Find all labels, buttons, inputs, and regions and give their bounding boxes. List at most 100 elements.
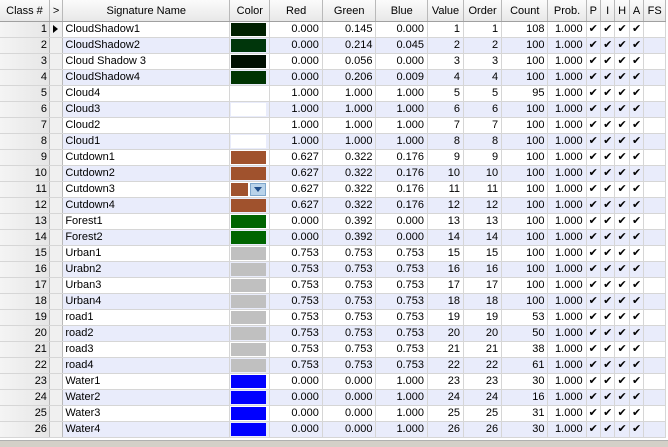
p-checkbox[interactable]: ✔ — [586, 245, 602, 262]
i-checkbox[interactable]: ✔ — [600, 421, 616, 438]
order-field[interactable]: 18 — [463, 293, 503, 310]
color-swatch[interactable] — [231, 119, 267, 132]
p-checkbox[interactable]: ✔ — [586, 405, 602, 422]
p-checkbox[interactable]: ✔ — [586, 341, 602, 358]
order-field[interactable]: 22 — [463, 357, 503, 374]
a-checkbox[interactable]: ✔ — [629, 69, 645, 86]
green-value[interactable]: 0.753 — [322, 357, 377, 374]
prob-field[interactable]: 1.000 — [547, 341, 587, 358]
count-field[interactable]: 100 — [501, 181, 549, 198]
class-number[interactable]: 16 — [0, 261, 50, 278]
prob-field[interactable]: 1.000 — [547, 21, 587, 38]
a-checkbox[interactable]: ✔ — [629, 245, 645, 262]
p-checkbox[interactable]: ✔ — [586, 373, 602, 390]
h-checkbox[interactable]: ✔ — [614, 357, 630, 374]
color-swatch[interactable] — [231, 167, 267, 180]
fs-checkbox[interactable] — [643, 53, 666, 70]
prob-field[interactable]: 1.000 — [547, 309, 587, 326]
i-checkbox[interactable]: ✔ — [600, 21, 616, 38]
signature-name[interactable]: road3 — [62, 341, 231, 358]
blue-value[interactable]: 1.000 — [375, 373, 428, 390]
blue-value[interactable]: 1.000 — [375, 117, 428, 134]
count-field[interactable]: 100 — [501, 165, 549, 182]
h-checkbox[interactable]: ✔ — [614, 309, 630, 326]
i-checkbox[interactable]: ✔ — [600, 341, 616, 358]
i-checkbox[interactable]: ✔ — [600, 165, 616, 182]
value-field[interactable]: 7 — [427, 117, 465, 134]
row-indicator[interactable] — [49, 133, 64, 150]
h-checkbox[interactable]: ✔ — [614, 405, 630, 422]
color-cell[interactable] — [229, 149, 271, 166]
green-value[interactable]: 1.000 — [322, 101, 377, 118]
row-indicator[interactable] — [49, 53, 64, 70]
order-field[interactable]: 26 — [463, 421, 503, 438]
color-cell[interactable] — [229, 325, 271, 342]
i-checkbox[interactable]: ✔ — [600, 405, 616, 422]
i-checkbox[interactable]: ✔ — [600, 133, 616, 150]
h-checkbox[interactable]: ✔ — [614, 101, 630, 118]
color-swatch[interactable] — [231, 151, 267, 164]
class-number[interactable]: 21 — [0, 341, 50, 358]
table-row[interactable]: 25 Water3 0.000 0.000 1.000 25 25 31 1.000 ✔ ✔ ✔ ✔ — [0, 405, 666, 422]
red-value[interactable]: 0.627 — [269, 181, 323, 198]
prob-field[interactable]: 1.000 — [547, 389, 587, 406]
fs-checkbox[interactable] — [643, 101, 666, 118]
red-value[interactable]: 0.753 — [269, 261, 323, 278]
order-field[interactable]: 21 — [463, 341, 503, 358]
col-header-red[interactable]: Red — [269, 0, 323, 22]
p-checkbox[interactable]: ✔ — [586, 357, 602, 374]
color-cell[interactable] — [229, 21, 271, 38]
count-field[interactable]: 100 — [501, 197, 549, 214]
color-swatch[interactable] — [231, 311, 267, 324]
count-field[interactable]: 100 — [501, 293, 549, 310]
order-field[interactable]: 17 — [463, 277, 503, 294]
signature-name[interactable]: Urban1 — [62, 245, 231, 262]
value-field[interactable]: 9 — [427, 149, 465, 166]
order-field[interactable]: 23 — [463, 373, 503, 390]
fs-checkbox[interactable] — [643, 37, 666, 54]
color-cell[interactable] — [229, 229, 271, 246]
fs-checkbox[interactable] — [643, 325, 666, 342]
table-row[interactable]: 10 Cutdown2 0.627 0.322 0.176 10 10 100 1.000 ✔ ✔ ✔… — [0, 165, 666, 182]
class-number[interactable]: 5 — [0, 85, 50, 102]
i-checkbox[interactable]: ✔ — [600, 229, 616, 246]
order-field[interactable]: 20 — [463, 325, 503, 342]
blue-value[interactable]: 0.176 — [375, 197, 428, 214]
i-checkbox[interactable]: ✔ — [600, 37, 616, 54]
fs-checkbox[interactable] — [643, 133, 666, 150]
green-value[interactable]: 0.056 — [322, 53, 377, 70]
signature-name[interactable]: Forest1 — [62, 213, 231, 230]
p-checkbox[interactable]: ✔ — [586, 261, 602, 278]
prob-field[interactable]: 1.000 — [547, 181, 587, 198]
color-cell[interactable] — [229, 373, 271, 390]
prob-field[interactable]: 1.000 — [547, 213, 587, 230]
order-field[interactable]: 25 — [463, 405, 503, 422]
p-checkbox[interactable]: ✔ — [586, 309, 602, 326]
value-field[interactable]: 3 — [427, 53, 465, 70]
col-header-signature-name[interactable]: Signature Name — [62, 0, 231, 22]
col-header-a[interactable]: A — [629, 0, 645, 22]
row-indicator[interactable] — [49, 21, 64, 38]
table-row[interactable]: 6 Cloud3 1.000 1.000 1.000 6 6 100 1.000 ✔ ✔ ✔ ✔ — [0, 101, 666, 118]
color-cell[interactable] — [229, 261, 271, 278]
order-field[interactable]: 19 — [463, 309, 503, 326]
red-value[interactable]: 1.000 — [269, 133, 323, 150]
p-checkbox[interactable]: ✔ — [586, 293, 602, 310]
color-swatch[interactable] — [231, 343, 267, 356]
prob-field[interactable]: 1.000 — [547, 229, 587, 246]
class-number[interactable]: 1 — [0, 21, 50, 38]
row-indicator[interactable] — [49, 117, 64, 134]
row-indicator[interactable] — [49, 85, 64, 102]
prob-field[interactable]: 1.000 — [547, 245, 587, 262]
h-checkbox[interactable]: ✔ — [614, 85, 630, 102]
green-value[interactable]: 0.206 — [322, 69, 377, 86]
order-field[interactable]: 6 — [463, 101, 503, 118]
h-checkbox[interactable]: ✔ — [614, 133, 630, 150]
signature-name[interactable]: Cloud4 — [62, 85, 231, 102]
prob-field[interactable]: 1.000 — [547, 53, 587, 70]
color-swatch[interactable] — [231, 199, 267, 212]
green-value[interactable]: 1.000 — [322, 133, 377, 150]
order-field[interactable]: 14 — [463, 229, 503, 246]
green-value[interactable]: 0.000 — [322, 421, 377, 438]
green-value[interactable]: 0.000 — [322, 373, 377, 390]
